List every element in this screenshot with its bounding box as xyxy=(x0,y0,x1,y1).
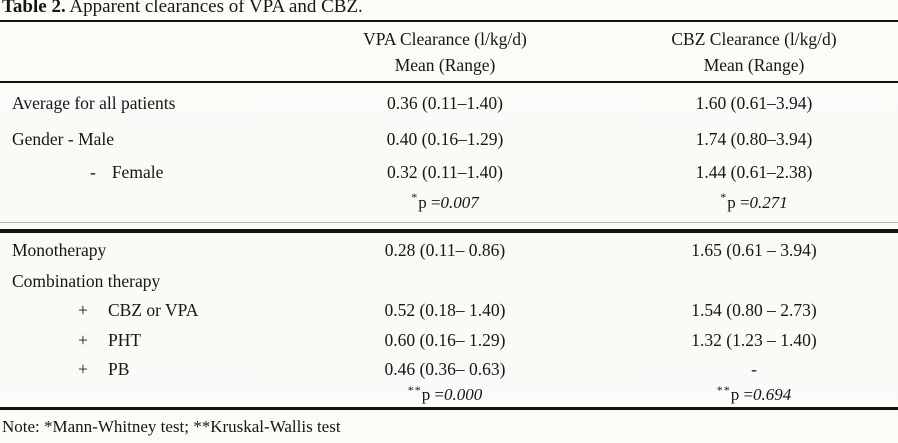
significance-star: ** xyxy=(407,382,422,397)
plus-sign: + xyxy=(78,299,88,320)
table-row-gender-female: - Female 0.32 (0.11–1.40) 1.44 (0.61–2.38… xyxy=(0,156,898,188)
p-value-vpa: * p = 0.007 xyxy=(280,188,610,217)
row-label-text: Female xyxy=(111,161,164,182)
table-title-clip: Table 2. Apparent clearances of VPA and … xyxy=(0,0,898,20)
vpa-value: 0.32 (0.11–1.40) xyxy=(386,161,503,182)
p-number: 0.000 xyxy=(444,385,483,404)
p-number: 0.694 xyxy=(753,385,792,404)
row-label: Gender - Male xyxy=(12,129,115,149)
significance-star: * xyxy=(411,190,419,204)
header-row: VPA Clearance (l/kg/d) Mean (Range) CBZ … xyxy=(0,22,898,81)
plus-sign: + xyxy=(78,358,88,379)
table-row-pvalue-gender: * p = 0.007 * p = 0.271 xyxy=(0,188,898,217)
p-value-cbz: ** p = 0.694 xyxy=(610,383,898,407)
cbz-value: 1.44 (0.61–2.38) xyxy=(695,161,813,182)
vpa-value: 0.52 (0.18– 1.40) xyxy=(384,299,506,320)
cbz-value: 1.74 (0.80–3.94) xyxy=(695,129,813,149)
header-rule xyxy=(0,81,898,83)
cbz-value: 1.32 (1.23 – 1.40) xyxy=(691,329,817,350)
header-cbz-line2: Mean (Range) xyxy=(703,55,805,75)
row-label: + PHT xyxy=(0,325,280,355)
significance-star: * xyxy=(720,190,728,204)
vpa-value: 0.46 (0.36– 0.63) xyxy=(384,358,506,379)
row-label: Combination therapy xyxy=(12,270,161,291)
cbz-value: 1.54 (0.80 – 2.73) xyxy=(691,299,817,320)
p-prefix: p = xyxy=(730,385,754,404)
p-prefix: p = xyxy=(418,192,441,212)
vpa-value: 0.28 (0.11– 0.86) xyxy=(384,239,506,260)
row-label: + CBZ or VPA xyxy=(0,295,280,325)
mid-rule-thick xyxy=(0,229,898,233)
vpa-value: 0.40 (0.16–1.29) xyxy=(386,129,504,149)
cbz-value: - xyxy=(751,358,757,379)
row-label-text: PB xyxy=(108,358,130,379)
table-caption: Apparent clearances of VPA and CBZ. xyxy=(65,0,363,17)
table-row-average: Average for all patients 0.36 (0.11–1.40… xyxy=(0,83,898,123)
row-label: - Female xyxy=(0,156,280,188)
table-row-gender-male: Gender - Male 0.40 (0.16–1.29) 1.74 (0.8… xyxy=(0,123,898,156)
table-row-combination-therapy: Combination therapy xyxy=(0,267,898,295)
header-cbz-clearance: CBZ Clearance (l/kg/d) Mean (Range) xyxy=(610,22,898,81)
p-number: 0.007 xyxy=(440,192,479,212)
mid-rule-thin xyxy=(0,222,898,223)
row-label-text: CBZ or VPA xyxy=(108,299,199,320)
row-label xyxy=(0,188,280,217)
header-vpa-line2: Mean (Range) xyxy=(394,55,496,75)
cbz-value xyxy=(610,267,898,295)
row-label-text: PHT xyxy=(108,329,142,350)
vpa-value: 0.60 (0.16– 1.29) xyxy=(384,329,506,350)
header-spacer xyxy=(0,22,280,81)
significance-star: ** xyxy=(716,382,731,397)
row-label: + PB xyxy=(0,355,280,383)
p-number: 0.271 xyxy=(749,192,788,212)
table-row-pht: + PHT 0.60 (0.16– 1.29) 1.32 (1.23 – 1.40… xyxy=(0,325,898,355)
table-row-pb: + PB 0.46 (0.36– 0.63) - xyxy=(0,355,898,383)
p-value-vpa: ** p = 0.000 xyxy=(280,383,610,407)
table-title: Table 2. Apparent clearances of VPA and … xyxy=(2,0,898,20)
row-label xyxy=(0,383,280,407)
cbz-value: 1.60 (0.61–3.94) xyxy=(695,92,813,113)
table-row-cbz-or-vpa: + CBZ or VPA 0.52 (0.18– 1.40) 1.54 (0.80… xyxy=(0,295,898,325)
row-label: Monotherapy xyxy=(12,239,107,260)
bottom-rule xyxy=(0,407,898,410)
p-prefix: p = xyxy=(727,192,750,212)
plus-sign: + xyxy=(78,329,88,350)
vpa-value: 0.36 (0.11–1.40) xyxy=(386,92,503,113)
table-number-label: Table 2. xyxy=(2,0,66,17)
vpa-value xyxy=(280,267,610,295)
header-vpa-clearance: VPA Clearance (l/kg/d) Mean (Range) xyxy=(280,22,610,81)
table-row-pvalue-therapy: ** p = 0.000 ** p = 0.694 xyxy=(0,383,898,407)
p-prefix: p = xyxy=(421,385,445,404)
table-footnote: Note: *Mann-Whitney test; **Kruskal-Wall… xyxy=(2,417,341,436)
header-vpa-line1: VPA Clearance (l/kg/d) xyxy=(363,29,527,49)
female-dash: - xyxy=(90,161,96,182)
p-value-cbz: * p = 0.271 xyxy=(610,188,898,217)
top-rule xyxy=(0,20,898,22)
table-row-monotherapy: Monotherapy 0.28 (0.11– 0.86) 1.65 (0.61… xyxy=(0,233,898,267)
row-label: Average for all patients xyxy=(12,92,176,113)
cbz-value: 1.65 (0.61 – 3.94) xyxy=(691,239,817,260)
header-cbz-line1: CBZ Clearance (l/kg/d) xyxy=(671,29,837,49)
